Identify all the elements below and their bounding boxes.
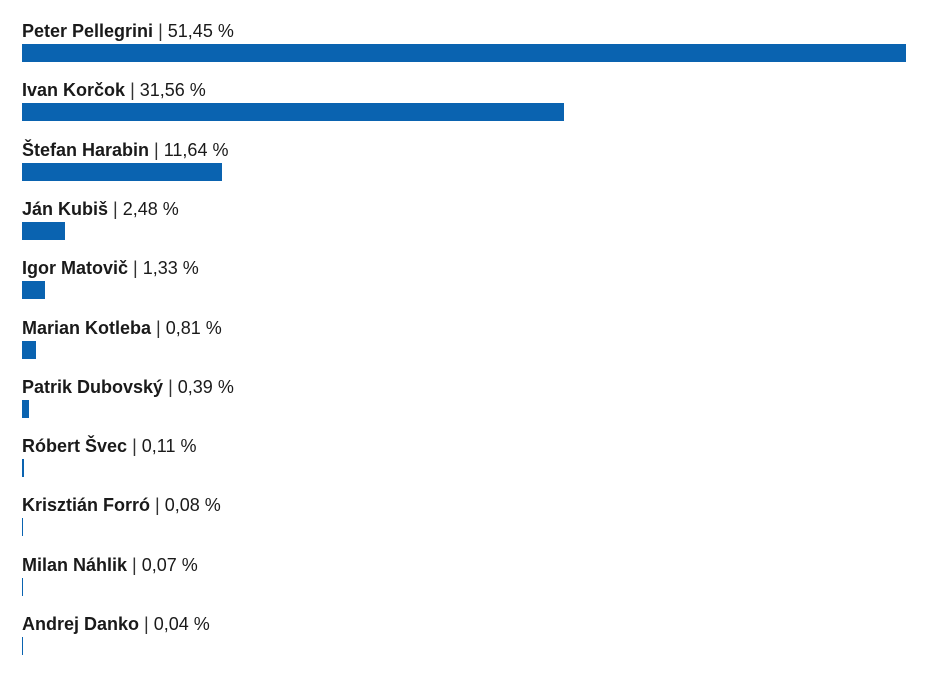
bar-row: Štefan Harabin | 11,64 % [22, 139, 906, 199]
label-separator: | [113, 198, 118, 219]
vote-percentage: 0,07 % [141, 554, 198, 575]
candidate-name: Ján Kubiš [22, 198, 109, 219]
vote-percentage: 0,81 % [165, 317, 222, 338]
vote-percentage: 1,33 % [142, 258, 199, 279]
vote-percentage: 31,56 % [139, 80, 206, 101]
bar [22, 518, 24, 537]
vote-percentage: 0,39 % [177, 376, 234, 397]
candidate-name: Krisztián Forró [22, 495, 151, 516]
bar-label: Róbert Švec | 0,11 % [22, 435, 196, 457]
bar-label: Milan Náhlik | 0,07 % [22, 554, 198, 576]
candidate-name: Milan Náhlik [22, 554, 128, 575]
bar-label: Štefan Harabin | 11,64 % [22, 139, 228, 161]
label-separator: | [154, 139, 159, 160]
vote-percentage: 0,04 % [153, 614, 210, 634]
bar [22, 44, 906, 62]
candidate-name: Róbert Švec [22, 436, 128, 457]
candidate-name: Andrej Danko [22, 614, 140, 634]
bar-row: Patrik Dubovský | 0,39 % [22, 376, 906, 436]
bar [22, 577, 24, 596]
bar-row: Milan Náhlik | 0,07 % [22, 554, 906, 614]
label-separator: | [168, 376, 173, 397]
bar [22, 221, 65, 240]
bar-label: Andrej Danko | 0,04 % [22, 613, 210, 635]
candidate-name: Peter Pellegrini [22, 21, 154, 41]
bar-row: Ján Kubiš | 2,48 % [22, 198, 906, 258]
bar-row: Marian Kotleba | 0,81 % [22, 317, 906, 377]
label-separator: | [155, 495, 160, 516]
label-separator: | [130, 80, 135, 101]
vote-percentage: 11,64 % [163, 139, 229, 160]
candidate-name: Štefan Harabin [22, 139, 150, 160]
vote-percentage: 0,08 % [164, 495, 221, 516]
bar [22, 162, 222, 181]
bar-label: Ján Kubiš | 2,48 % [22, 198, 179, 220]
bar [22, 637, 23, 655]
bar-label: Peter Pellegrini | 51,45 % [22, 20, 234, 42]
candidate-name: Ivan Korčok [22, 80, 126, 101]
candidate-name: Patrik Dubovský [22, 376, 164, 397]
bar-label: Patrik Dubovský | 0,39 % [22, 376, 234, 398]
label-separator: | [158, 21, 163, 41]
bar [22, 281, 45, 300]
bar-row: Igor Matovič | 1,33 % [22, 257, 906, 317]
bar-row: Krisztián Forró | 0,08 % [22, 494, 906, 554]
bar [22, 399, 29, 418]
bar-chart: Peter Pellegrini | 51,45 % Ivan Korčok | … [22, 0, 906, 663]
bar-label: Krisztián Forró | 0,08 % [22, 494, 221, 516]
bar-row: Peter Pellegrini | 51,45 % [22, 20, 906, 80]
bar-label: Igor Matovič | 1,33 % [22, 257, 199, 279]
candidate-name: Marian Kotleba [22, 317, 152, 338]
label-separator: | [132, 436, 137, 457]
label-separator: | [133, 258, 138, 279]
bar-row: Róbert Švec | 0,11 % [22, 435, 906, 495]
label-separator: | [144, 614, 149, 634]
label-separator: | [132, 554, 137, 575]
bar-label: Ivan Korčok | 31,56 % [22, 79, 206, 101]
bar-row: Ivan Korčok | 31,56 % [22, 79, 906, 139]
bar-label: Marian Kotleba | 0,81 % [22, 317, 222, 339]
bar-row: Andrej Danko | 0,04 % [22, 613, 906, 673]
bar [22, 459, 24, 478]
candidate-name: Igor Matovič [22, 258, 129, 279]
bar [22, 103, 565, 122]
vote-percentage: 0,11 % [141, 436, 197, 457]
label-separator: | [156, 317, 161, 338]
bar [22, 340, 36, 359]
vote-percentage: 2,48 % [122, 198, 179, 219]
vote-percentage: 51,45 % [167, 21, 234, 41]
